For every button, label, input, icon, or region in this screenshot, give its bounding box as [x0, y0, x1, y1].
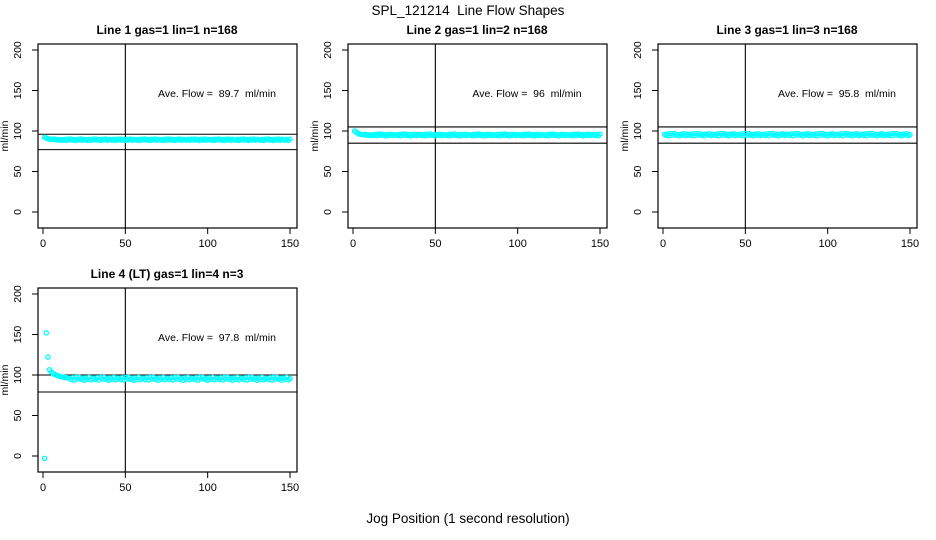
x-axis-label: Jog Position (1 second resolution) — [366, 511, 570, 526]
figure-title: SPL_121214 Line Flow Shapes — [371, 3, 565, 18]
plot-box — [657, 43, 918, 229]
data-point — [287, 136, 293, 142]
y-tick-label: 100 — [322, 122, 334, 140]
y-tick-label: 0 — [632, 209, 644, 215]
y-tick-label: 200 — [12, 285, 24, 303]
data-points — [351, 128, 603, 139]
y-axis-title: ml/min — [310, 120, 321, 151]
x-tick-label: 100 — [198, 482, 216, 494]
data-point — [41, 455, 48, 462]
y-tick-label: 150 — [12, 326, 24, 344]
data-point — [287, 375, 293, 382]
data-point — [43, 330, 50, 336]
y-tick-label: 0 — [12, 209, 24, 215]
y-axis-title: ml/min — [0, 120, 11, 151]
data-point — [597, 131, 603, 137]
ave-flow-annotation: Ave. Flow = 95.8 ml/min — [778, 88, 896, 100]
x-tick-label: 50 — [429, 238, 441, 250]
y-tick-label: 0 — [322, 209, 334, 215]
y-tick-label: 50 — [12, 166, 24, 178]
subplot-line-4: Line 4 (LT) gas=1 lin=4 n=3 0 50 100 150 200 m… — [0, 264, 310, 514]
plot-svg: Line 2 gas=1 lin=2 n=168 0 50 100 150 200 ml/m… — [309, 23, 609, 250]
plot-box — [37, 287, 298, 473]
x-tick-label: 150 — [591, 238, 609, 250]
x-tick-label: 100 — [198, 238, 216, 250]
y-tick-label: 200 — [632, 41, 644, 59]
y-tick-label: 50 — [322, 166, 334, 178]
x-tick-label: 50 — [119, 238, 131, 250]
subplot-title: Line 3 gas=1 lin=3 n=168 — [716, 23, 857, 37]
y-tick-label: 200 — [322, 41, 334, 59]
y-tick-label: 150 — [322, 82, 334, 100]
subplot-line-1: Line 1 gas=1 lin=1 n=168 0 50 100 150 200 ml/m… — [0, 20, 310, 270]
plot-svg: Line 4 (LT) gas=1 lin=4 n=3 0 50 100 150 200 m… — [0, 267, 299, 494]
y-tick-label: 50 — [12, 410, 24, 422]
data-points — [41, 134, 293, 144]
y-tick-label: 0 — [12, 453, 24, 459]
x-tick-label: 0 — [40, 238, 46, 250]
x-tick-label: 100 — [508, 238, 526, 250]
x-tick-label: 50 — [739, 238, 751, 250]
plot-svg: Line 1 gas=1 lin=1 n=168 0 50 100 150 200 ml/m… — [0, 23, 299, 250]
y-tick-label: 150 — [632, 82, 644, 100]
subplot-title: Line 2 gas=1 lin=2 n=168 — [406, 23, 547, 37]
x-tick-label: 0 — [660, 238, 666, 250]
x-tick-label: 150 — [281, 482, 299, 494]
data-point — [45, 354, 51, 360]
data-points — [661, 130, 913, 139]
subplot-title: Line 1 gas=1 lin=1 n=168 — [96, 23, 237, 37]
plot-svg: Line 3 gas=1 lin=3 n=168 0 50 100 150 200 ml/m… — [619, 23, 919, 250]
ave-flow-annotation: Ave. Flow = 96 ml/min — [472, 88, 581, 100]
y-axis-title: ml/min — [0, 364, 11, 395]
data-points — [41, 330, 293, 462]
y-tick-label: 100 — [12, 366, 24, 384]
x-tick-label: 150 — [901, 238, 919, 250]
plot-box — [37, 43, 298, 229]
y-tick-label: 200 — [12, 41, 24, 59]
subplot-title: Line 4 (LT) gas=1 lin=4 n=3 — [91, 267, 244, 281]
y-tick-label: 100 — [632, 122, 644, 140]
plot-box — [347, 43, 608, 229]
x-tick-label: 150 — [281, 238, 299, 250]
x-tick-label: 100 — [818, 238, 836, 250]
subplot-line-2: Line 2 gas=1 lin=2 n=168 0 50 100 150 200 ml/m… — [309, 20, 620, 270]
subplot-line-3: Line 3 gas=1 lin=3 n=168 0 50 100 150 200 ml/m… — [619, 20, 930, 270]
y-tick-label: 100 — [12, 122, 24, 140]
data-point — [907, 131, 913, 138]
y-tick-label: 150 — [12, 82, 24, 100]
ave-flow-annotation: Ave. Flow = 97.8 ml/min — [158, 332, 276, 344]
x-tick-label: 0 — [350, 238, 356, 250]
x-tick-label: 0 — [40, 482, 46, 494]
y-axis-title: ml/min — [620, 120, 631, 151]
ave-flow-annotation: Ave. Flow = 89.7 ml/min — [158, 88, 276, 100]
x-tick-label: 50 — [119, 482, 131, 494]
y-tick-label: 50 — [632, 166, 644, 178]
